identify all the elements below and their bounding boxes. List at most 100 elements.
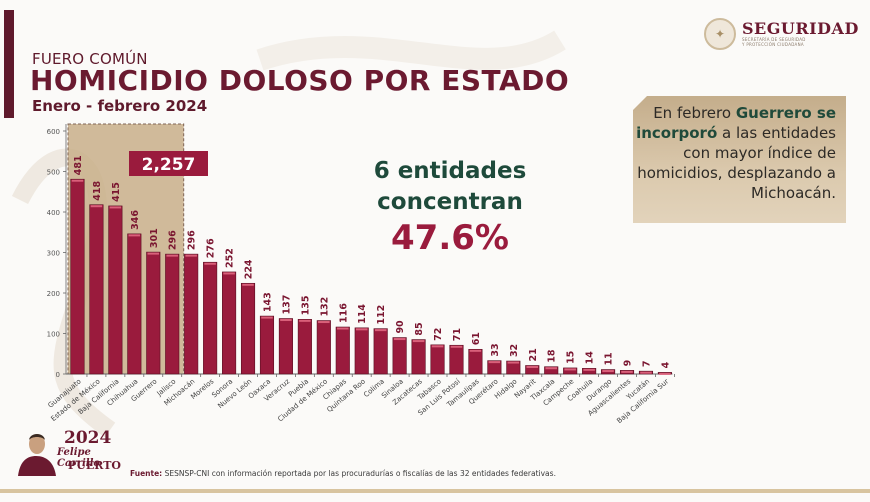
bar <box>487 360 502 375</box>
bar-value-label: 135 <box>300 295 311 315</box>
bar-value-label: 481 <box>73 155 84 175</box>
bar-value-label: 276 <box>206 238 217 258</box>
bar <box>354 327 369 375</box>
bar-highlight <box>280 319 292 322</box>
bar <box>506 360 521 375</box>
seguridad-logo: ✦ SEGURIDAD SECRETARÍA DE SEGURIDAD Y PR… <box>704 18 859 50</box>
y-tick-label: 500 <box>47 169 60 177</box>
source-note: Fuente: SESNSP-CNI con información repor… <box>130 469 556 478</box>
bar <box>449 344 464 375</box>
bar-value-label: 61 <box>471 332 482 345</box>
y-tick-label: 400 <box>47 209 60 217</box>
concentration-percent: 47.6% <box>391 218 509 258</box>
bar-highlight <box>431 345 444 348</box>
bar <box>373 328 388 375</box>
y-tick-label: 0 <box>56 371 60 379</box>
y-tick-label: 600 <box>47 128 60 136</box>
bar-highlight <box>583 368 595 371</box>
bar-value-label: 114 <box>357 304 368 324</box>
bar <box>525 365 540 375</box>
bar-value-label: 11 <box>604 352 615 365</box>
bar-value-label: 90 <box>395 320 406 334</box>
bar-value-label: 296 <box>168 230 179 250</box>
source-text: SESNSP-CNI con información reportada por… <box>162 469 556 478</box>
bar-highlight <box>488 361 501 364</box>
bar <box>127 233 142 375</box>
bar-value-label: 7 <box>641 361 652 368</box>
bar-value-label: 71 <box>452 328 463 341</box>
bar-value-label: 301 <box>149 228 160 248</box>
bar <box>411 339 426 375</box>
bar-highlight <box>640 371 652 374</box>
callout-text-part1: En febrero <box>653 104 736 122</box>
bar-value-label: 15 <box>566 351 577 364</box>
bar <box>563 367 578 375</box>
logo-line-1: SECRETARÍA DE SEGURIDAD <box>742 37 806 42</box>
bar-highlight <box>223 272 235 275</box>
logo-year: 2024 <box>64 428 112 448</box>
bar-highlight <box>318 321 330 324</box>
bar-value-label: 4 <box>660 361 671 368</box>
bar-value-label: 415 <box>111 182 122 202</box>
bar-value-label: 296 <box>187 230 198 250</box>
bar-highlight <box>659 372 671 375</box>
bar-highlight <box>469 349 482 352</box>
bar <box>430 344 445 375</box>
bar-value-label: 252 <box>225 248 236 268</box>
concentration-line-2: concentran <box>377 189 523 215</box>
concentration-line-1: 6 entidades <box>373 158 527 184</box>
bar <box>70 178 85 375</box>
total-label: 2,257 <box>142 155 196 175</box>
bar <box>297 319 312 375</box>
bar-highlight <box>261 316 273 319</box>
bar-value-label: 21 <box>528 348 539 361</box>
bar-value-label: 418 <box>92 180 103 200</box>
bar-highlight <box>507 361 520 364</box>
bar-highlight <box>71 179 84 182</box>
y-tick-label: 300 <box>47 250 60 258</box>
callout-box: En febrero Guerrero se incorporó a las e… <box>633 96 846 223</box>
bar-highlight <box>355 328 368 331</box>
bar <box>316 320 331 375</box>
bar-value-label: 224 <box>244 259 255 279</box>
bar-value-label: 143 <box>262 292 273 312</box>
bar-value-label: 33 <box>490 343 501 356</box>
bar <box>203 261 218 375</box>
logo-name: Felipe Carrillo <box>57 447 101 469</box>
bar-value-label: 32 <box>509 344 520 357</box>
logo-line-2: Y PROTECCIÓN CIUDADANA <box>742 42 804 47</box>
bar <box>259 315 275 375</box>
page-title: HOMICIDIO DOLOSO POR ESTADO <box>30 64 570 97</box>
concentration-statement: 6 entidades concentran <box>350 156 550 218</box>
bar <box>146 251 161 375</box>
bar-highlight <box>185 254 197 257</box>
bar <box>240 282 256 375</box>
bar-highlight <box>204 262 216 265</box>
bar-value-label: 14 <box>585 351 596 365</box>
bar <box>89 204 104 375</box>
bar-highlight <box>337 327 349 330</box>
bar <box>108 205 123 375</box>
bar-highlight <box>242 283 254 286</box>
callout-text-bold: Guerrero se incorporó <box>636 104 836 142</box>
bar-highlight <box>526 365 539 368</box>
bar-value-label: 346 <box>130 210 141 230</box>
bar-highlight <box>545 367 557 370</box>
bar-highlight <box>90 205 103 208</box>
source-label: Fuente: <box>130 469 163 478</box>
bar-highlight <box>128 234 141 237</box>
bar-highlight <box>393 338 406 341</box>
bar-highlight <box>299 319 311 322</box>
portrait-icon <box>18 434 56 476</box>
bar-value-label: 72 <box>433 328 444 341</box>
bar-value-label: 85 <box>414 322 425 335</box>
bar-highlight <box>450 345 463 348</box>
bar <box>278 318 293 375</box>
title-accent-bar <box>4 10 14 118</box>
callout-text-part2: a las entidades con mayor índice de homi… <box>637 124 836 202</box>
bar <box>468 348 483 375</box>
bar-highlight <box>412 340 425 343</box>
y-tick-label: 100 <box>47 331 60 339</box>
felipe-carrillo-puerto-logo: 2024 Felipe Carrillo PUERTO <box>12 428 127 488</box>
